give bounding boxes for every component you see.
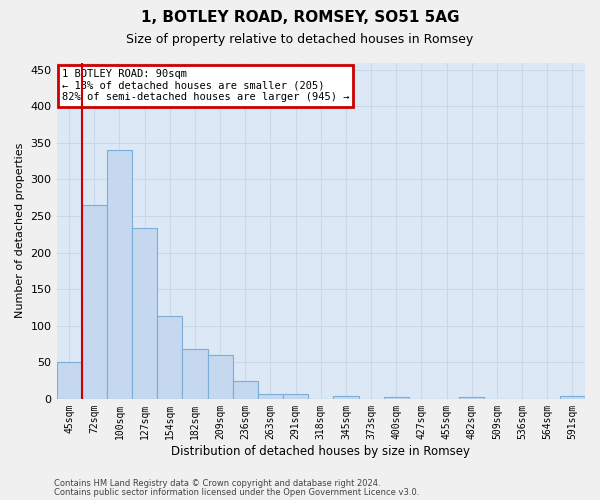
Y-axis label: Number of detached properties: Number of detached properties — [15, 143, 25, 318]
Bar — [208, 355, 233, 399]
Bar — [233, 380, 258, 399]
Bar — [107, 150, 132, 399]
Text: 1, BOTLEY ROAD, ROMSEY, SO51 5AG: 1, BOTLEY ROAD, ROMSEY, SO51 5AG — [141, 10, 459, 25]
Bar — [157, 316, 182, 399]
Text: Contains HM Land Registry data © Crown copyright and database right 2024.: Contains HM Land Registry data © Crown c… — [54, 479, 380, 488]
Bar — [459, 396, 484, 399]
Bar — [132, 228, 157, 399]
Text: Size of property relative to detached houses in Romsey: Size of property relative to detached ho… — [127, 32, 473, 46]
Bar — [383, 396, 409, 399]
Bar — [560, 396, 585, 399]
Bar — [82, 205, 107, 399]
Bar — [334, 396, 359, 399]
Bar — [182, 349, 208, 399]
Bar — [258, 394, 283, 399]
X-axis label: Distribution of detached houses by size in Romsey: Distribution of detached houses by size … — [171, 444, 470, 458]
Text: Contains public sector information licensed under the Open Government Licence v3: Contains public sector information licen… — [54, 488, 419, 497]
Bar — [283, 394, 308, 399]
Text: 1 BOTLEY ROAD: 90sqm
← 18% of detached houses are smaller (205)
82% of semi-deta: 1 BOTLEY ROAD: 90sqm ← 18% of detached h… — [62, 69, 349, 102]
Bar — [56, 362, 82, 399]
